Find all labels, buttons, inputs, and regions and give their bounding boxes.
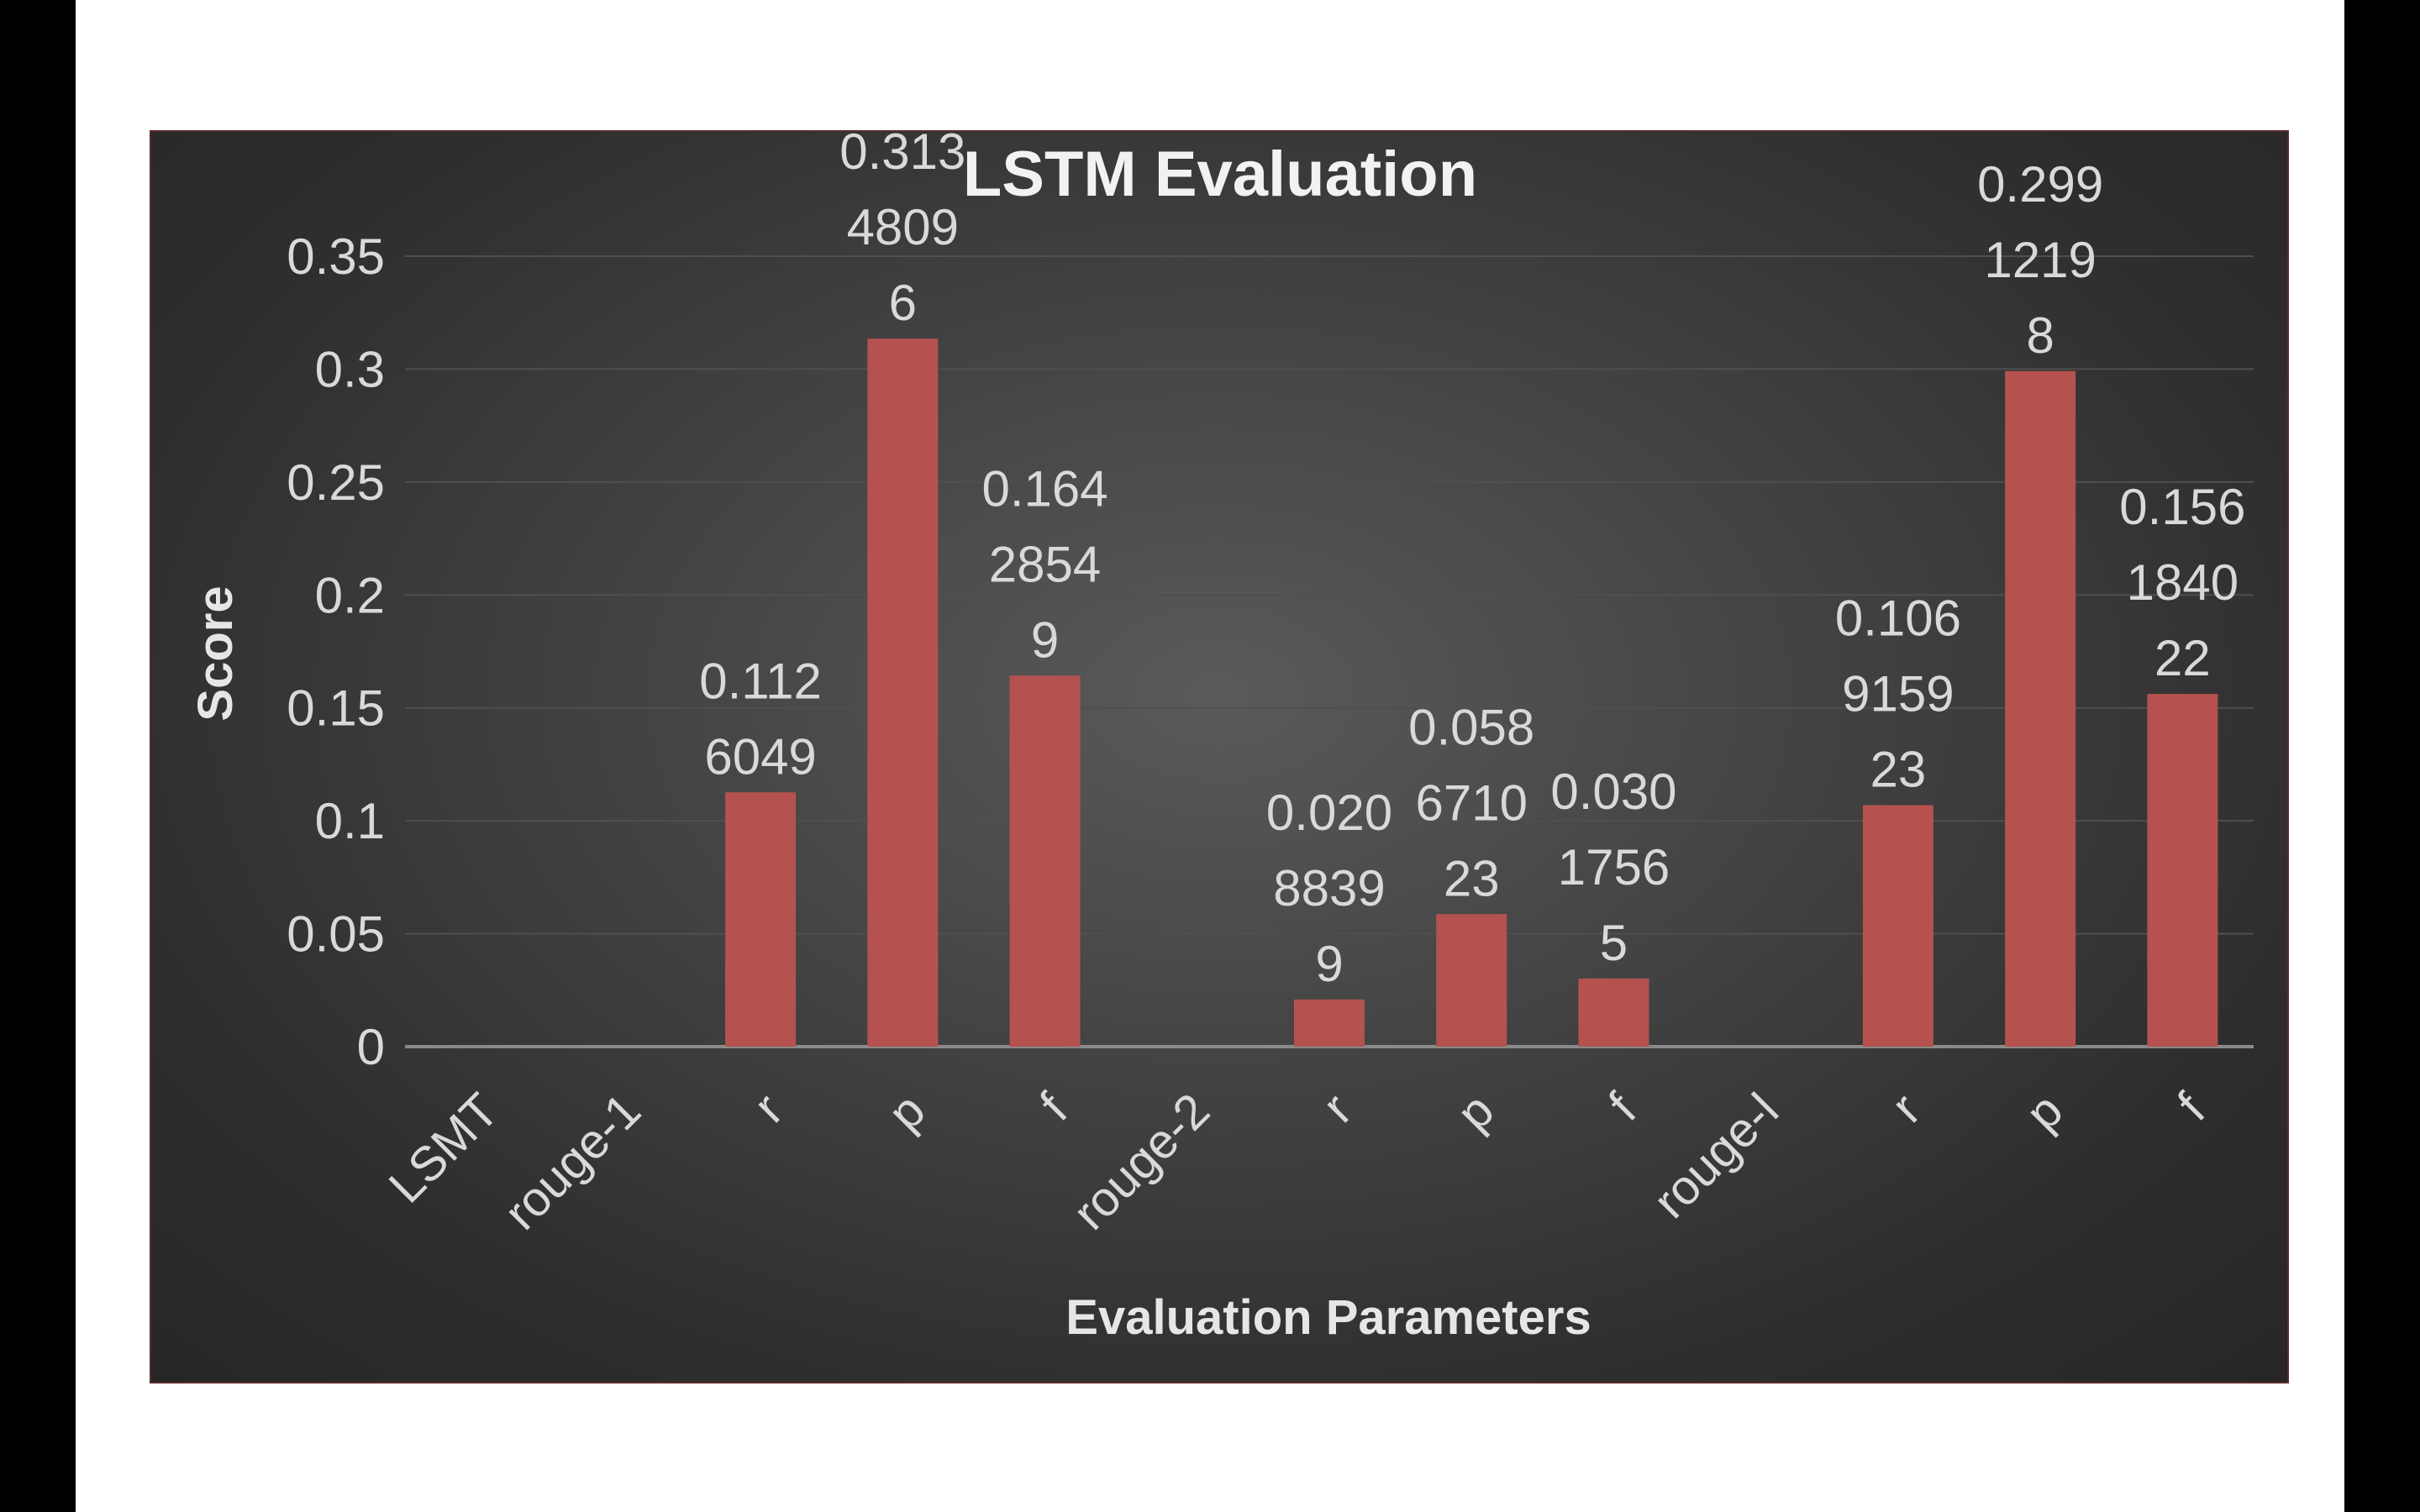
right-black-border xyxy=(2344,0,2420,1512)
x-category-label: f xyxy=(1598,1083,1647,1131)
data-label: 22 xyxy=(2154,630,2211,686)
x-category-label: p xyxy=(2016,1083,2074,1141)
data-label: 9 xyxy=(1315,936,1343,992)
y-tick-label: 0 xyxy=(357,1019,385,1075)
data-label: 6710 xyxy=(1415,774,1527,831)
left-black-border xyxy=(0,0,76,1512)
x-category-label: p xyxy=(1447,1083,1505,1141)
data-label: 1219 xyxy=(1984,232,2096,288)
data-label: 8839 xyxy=(1273,860,1385,916)
y-tick-label: 0.35 xyxy=(287,228,385,285)
chart-area: 0 0.05 0.1 0.15 0.2 0.25 0.3 0.35 LSMT rouge-1 0.1… xyxy=(150,130,2289,1383)
bar xyxy=(1862,805,1933,1047)
data-label: 9 xyxy=(1031,612,1059,668)
bar xyxy=(1294,999,1365,1047)
y-tick-label: 0.15 xyxy=(287,680,385,737)
data-label: 9159 xyxy=(1842,666,1954,722)
data-label: 0.164 xyxy=(981,460,1107,517)
data-label: 0.106 xyxy=(1835,591,1961,647)
data-label: 0.112 xyxy=(699,653,822,709)
data-label: 0.020 xyxy=(1266,785,1392,841)
data-label: 8 xyxy=(2026,307,2054,364)
bar xyxy=(1436,914,1507,1047)
x-category-label: rouge-2 xyxy=(1063,1083,1220,1240)
chart-title: LSTM Evaluation xyxy=(963,139,1477,210)
data-label: 6049 xyxy=(704,728,816,785)
x-category-label: f xyxy=(1029,1083,1078,1131)
data-label: 0.156 xyxy=(2119,479,2245,535)
x-category-label: LSMT xyxy=(378,1083,508,1213)
data-label: 0.030 xyxy=(1550,764,1676,820)
data-label: 1840 xyxy=(2127,554,2238,611)
bar xyxy=(2005,370,2076,1047)
y-tick-label: 0.2 xyxy=(315,567,385,623)
data-label: 4809 xyxy=(847,199,959,255)
y-tick-label: 0.05 xyxy=(287,906,385,963)
x-category-label: p xyxy=(878,1083,936,1141)
x-category-label: rouge-1 xyxy=(494,1083,651,1240)
y-axis-title: Score xyxy=(188,585,243,721)
bar xyxy=(2147,694,2218,1047)
x-category-label: r xyxy=(744,1083,794,1133)
bar xyxy=(725,792,797,1047)
data-label: 2854 xyxy=(989,536,1101,592)
y-tick-label: 0.1 xyxy=(315,793,385,849)
x-category-label: r xyxy=(1313,1083,1363,1133)
x-axis-title: Evaluation Parameters xyxy=(1065,1290,1591,1345)
data-label: 6 xyxy=(889,275,917,331)
data-label: 5 xyxy=(1600,915,1628,971)
x-category-label: f xyxy=(2167,1083,2216,1131)
y-tick-label: 0.3 xyxy=(315,341,385,397)
bar xyxy=(1578,978,1649,1047)
data-label: 23 xyxy=(1444,850,1500,906)
y-tick-label: 0.25 xyxy=(287,454,385,511)
data-label: 0.058 xyxy=(1408,699,1534,755)
bar xyxy=(1009,675,1081,1047)
x-category-label: r xyxy=(1881,1083,1931,1133)
data-label: 23 xyxy=(1870,742,1927,798)
data-label: 1756 xyxy=(1558,839,1670,895)
data-label: 0.313 xyxy=(839,132,965,180)
data-label: 0.299 xyxy=(1977,156,2103,213)
x-category-label: rouge-l xyxy=(1643,1083,1789,1229)
bar xyxy=(867,339,939,1047)
